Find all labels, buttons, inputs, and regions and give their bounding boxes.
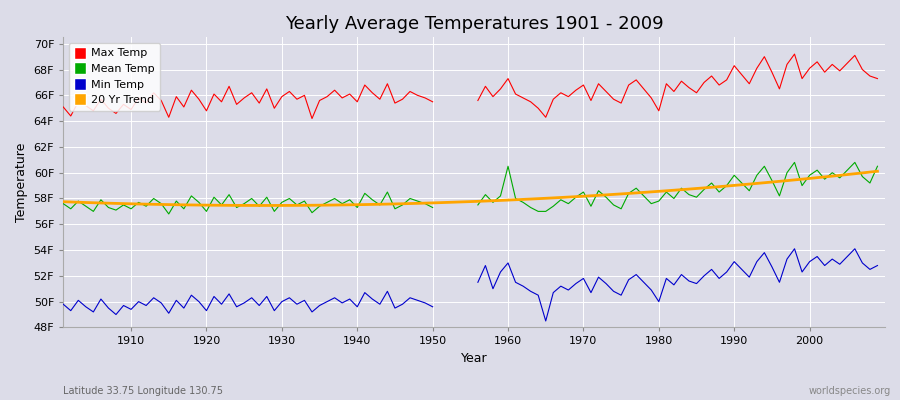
X-axis label: Year: Year	[461, 352, 488, 365]
Text: worldspecies.org: worldspecies.org	[809, 386, 891, 396]
Legend: Max Temp, Mean Temp, Min Temp, 20 Yr Trend: Max Temp, Mean Temp, Min Temp, 20 Yr Tre…	[68, 43, 160, 111]
Text: Latitude 33.75 Longitude 130.75: Latitude 33.75 Longitude 130.75	[63, 386, 223, 396]
Title: Yearly Average Temperatures 1901 - 2009: Yearly Average Temperatures 1901 - 2009	[284, 15, 663, 33]
Y-axis label: Temperature: Temperature	[15, 143, 28, 222]
